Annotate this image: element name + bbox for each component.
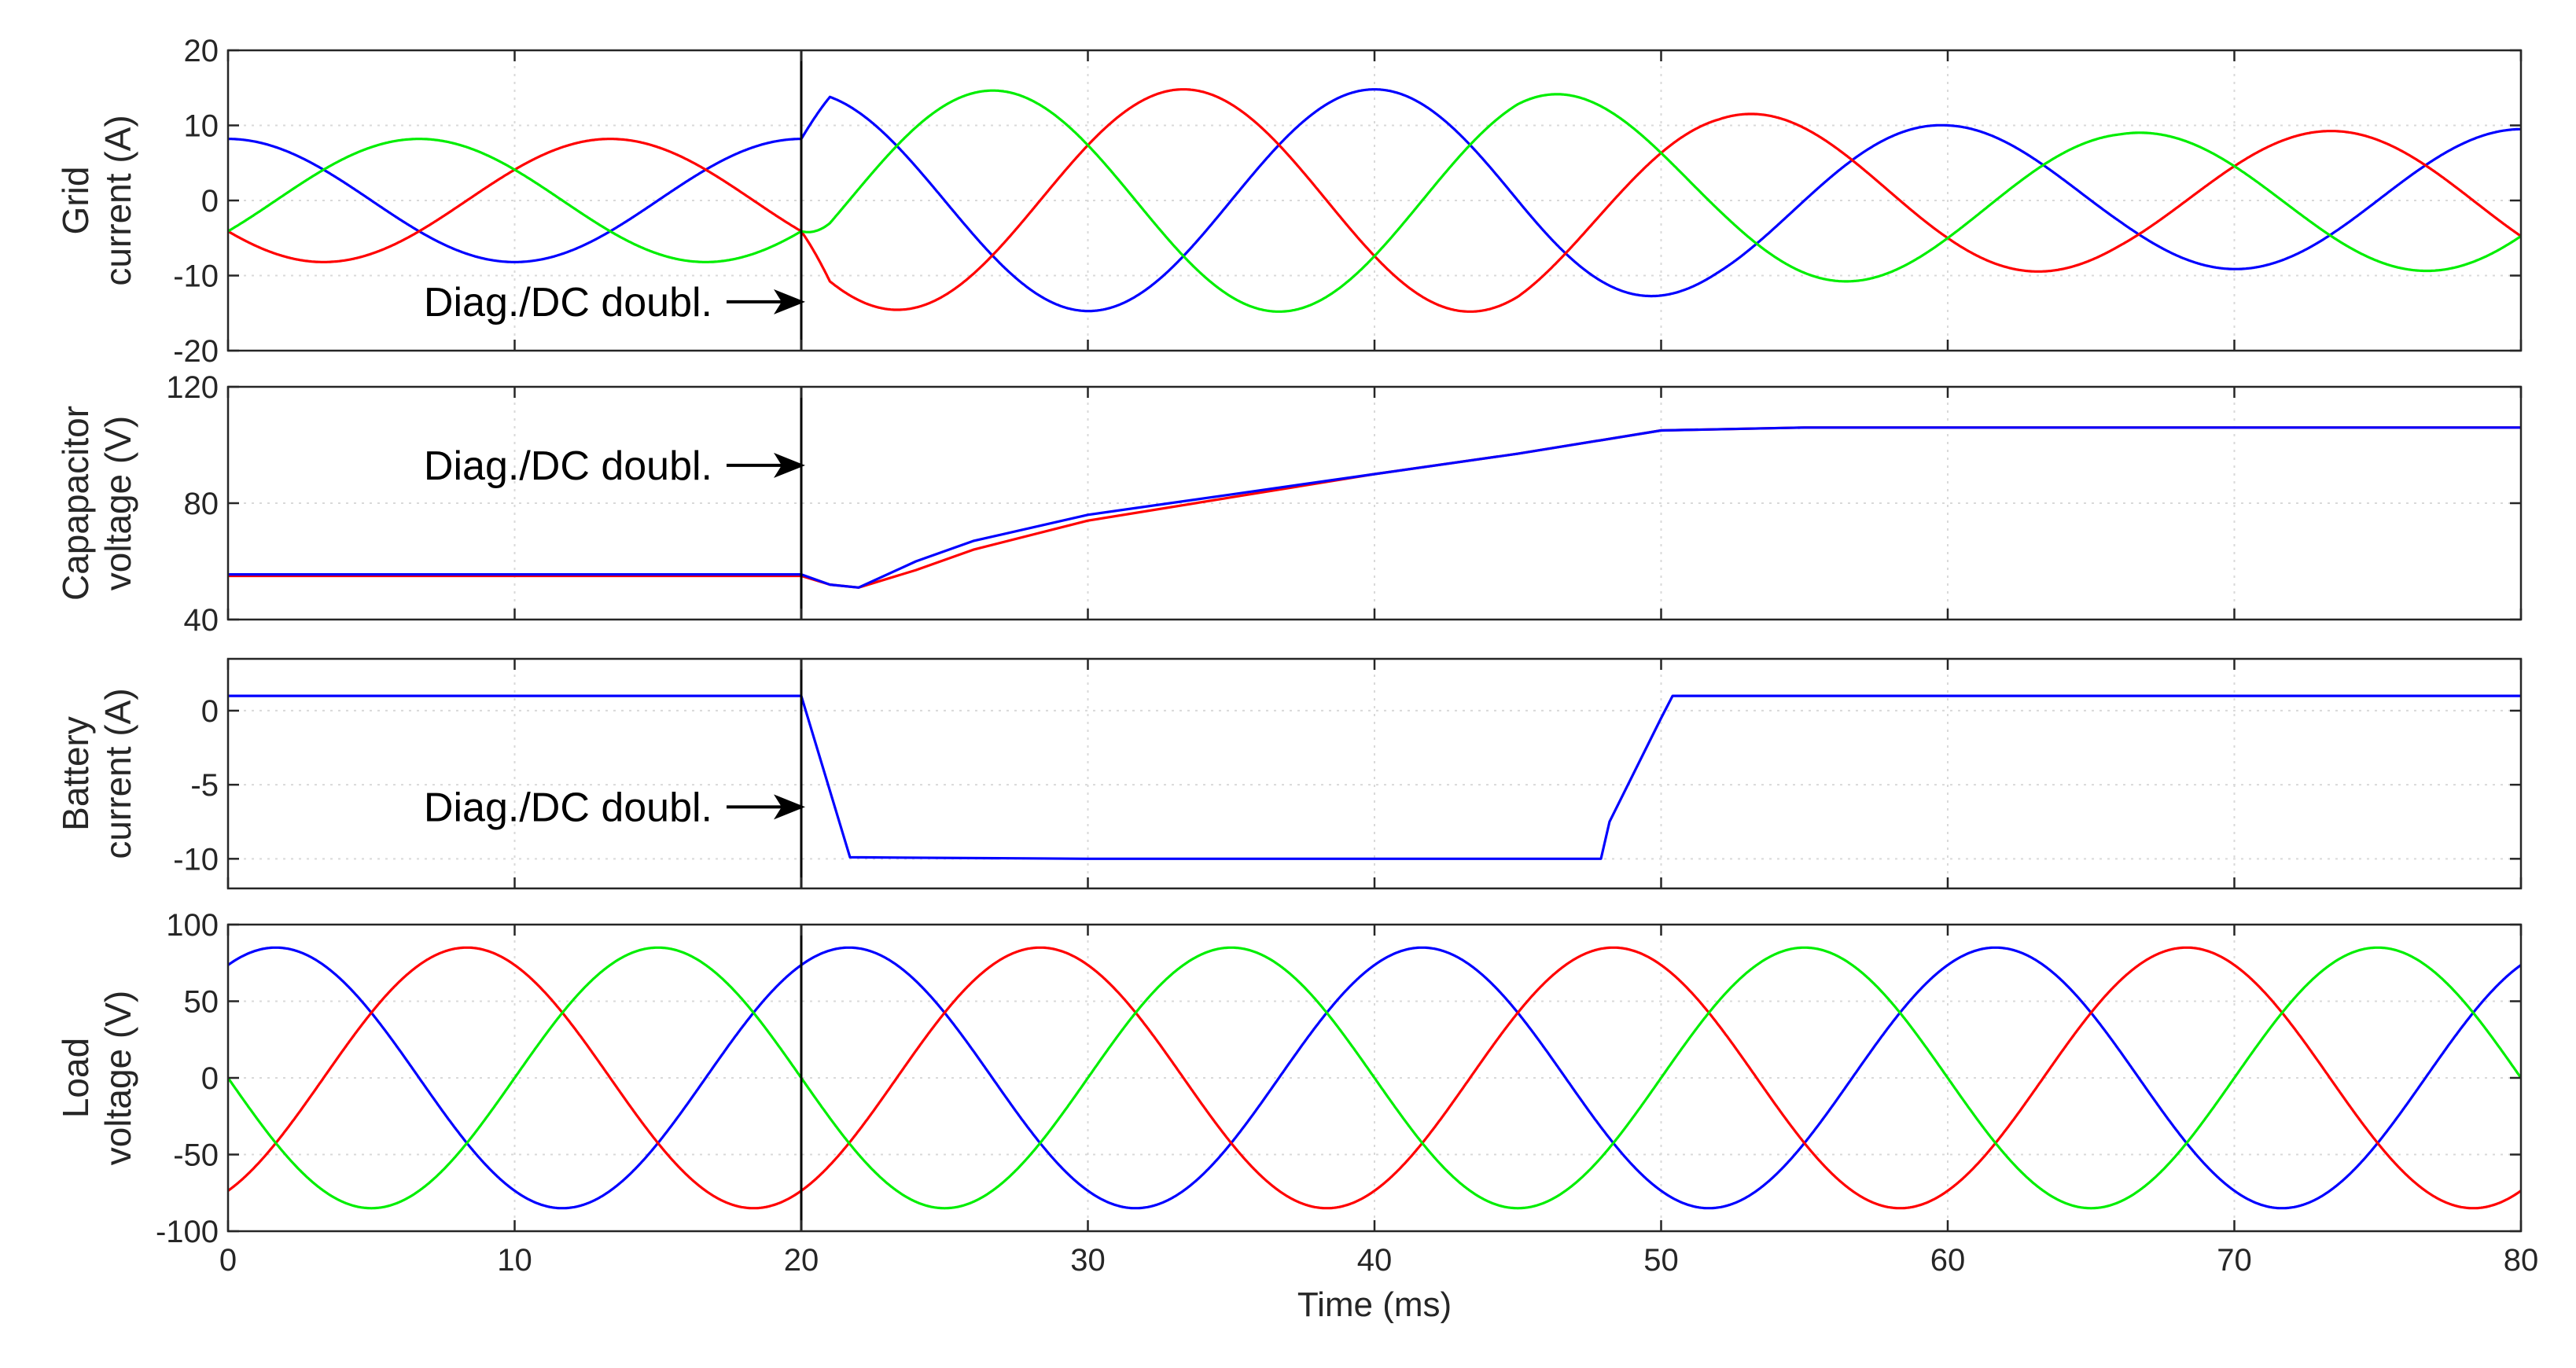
x-tick-label: 10 [497,1243,532,1278]
x-tick-label: 70 [2217,1243,2252,1278]
y-tick-label: -100 [156,1215,219,1249]
y-tick-label: 0 [201,1061,219,1096]
panel-capacitor: 40 80 120 Capapacitorvoltage (V) Diag./DC do… [55,370,2523,638]
y-tick-label: 20 [184,34,219,68]
y-tick-label: -10 [173,259,219,294]
panel-load: -100 -50 0 50 100 Loadvoltage (V) [55,908,2523,1249]
series-capacitor-2 [228,426,2521,589]
series-battery-current [228,694,2521,860]
x-tick-label: 60 [1930,1243,1966,1278]
y-axis-label: Capapacitorvoltage (V) [55,406,138,601]
y-axis-label-line: voltage (V) [98,991,138,1165]
y-tick-label: -5 [190,768,219,803]
panel-battery: -10 -5 0 Batterycurrent (A) Diag./DC doubl. [55,657,2523,890]
x-tick-label: 80 [2504,1243,2539,1278]
series-group [228,88,2521,313]
y-axis-label-line: voltage (V) [98,416,138,590]
y-tick-label: 100 [166,908,219,943]
y-axis-label-line: Load [55,1038,96,1118]
y-tick-label: -20 [173,334,219,369]
series-phase-c [228,946,2521,1210]
x-tick-label: 20 [784,1243,819,1278]
x-tick-label: 30 [1070,1243,1106,1278]
annotation-text: Diag./DC doubl. [424,785,712,830]
y-tick-label: 0 [201,184,219,219]
series-phase-c [228,89,2521,313]
axes-box [226,657,2523,890]
series-group [228,946,2521,1210]
y-tick-label: 120 [166,370,219,405]
y-axis-label-line: current (A) [98,688,138,859]
y-tick-label: 0 [201,694,219,729]
y-axis-label-line: current (A) [98,115,138,285]
x-tick-label: 50 [1643,1243,1679,1278]
y-tick-label: 10 [184,109,219,144]
x-tick-label: 40 [1357,1243,1393,1278]
x-axis-label: Time (ms) [1297,1285,1452,1324]
y-axis-label-line: Capapacitor [55,406,96,601]
series-group [228,426,2521,589]
series-phase-b [228,946,2521,1210]
y-tick-label: -10 [173,842,219,877]
y-tick-label: 40 [184,603,219,638]
series-group [228,694,2521,860]
y-axis-label: Batterycurrent (A) [55,688,138,859]
x-tick-label: 0 [219,1243,237,1278]
y-tick-label: 80 [184,487,219,521]
y-tick-label: 50 [184,985,219,1020]
y-axis-label-line: Grid [55,167,96,235]
y-axis-label-line: Battery [55,716,96,831]
panel-grid: -20 -10 0 10 20 Gridcurrent (A) Diag./DC doubl… [55,34,2523,369]
annotation-text: Diag./DC doubl. [424,443,712,489]
y-axis-label: Loadvoltage (V) [55,991,138,1165]
annotation-text: Diag./DC doubl. [424,280,712,325]
y-axis-label: Gridcurrent (A) [55,115,138,285]
series-phase-a [228,946,2521,1210]
y-tick-label: -50 [173,1138,219,1173]
